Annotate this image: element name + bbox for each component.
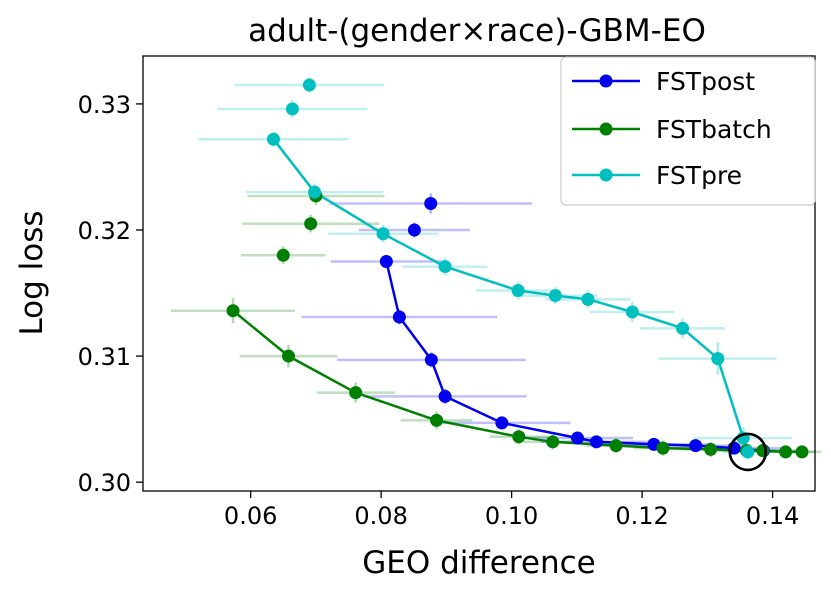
fstpre-point-6 xyxy=(581,292,595,306)
fstbatch-point-6 xyxy=(609,439,623,453)
legend-marker-fstpost xyxy=(599,74,613,88)
legend-label-fstbatch: FSTbatch xyxy=(656,115,772,144)
legend-label-fstpre: FSTpre xyxy=(656,161,742,190)
fstbatch-point-7 xyxy=(656,441,670,455)
fstpre-point-5 xyxy=(548,289,562,303)
x-axis-label: GEO difference xyxy=(362,545,595,581)
y-tick-label: 0.31 xyxy=(78,343,131,371)
fstbatch-point-2 xyxy=(349,386,363,400)
fstbatch-point-1 xyxy=(281,349,295,363)
fstpost-point-2 xyxy=(424,353,438,367)
fstpre-point-1 xyxy=(308,185,322,199)
y-axis-label: Log loss xyxy=(14,210,50,335)
fstpre-point-8 xyxy=(676,321,690,335)
legend-label-fstpost: FSTpost xyxy=(656,67,755,96)
fstpre-line xyxy=(272,138,749,453)
legend-box xyxy=(560,56,816,206)
fstpre-point-4 xyxy=(511,284,525,298)
fstpre-point-3 xyxy=(438,260,452,274)
fstpre-isolated-point-13 xyxy=(285,102,299,116)
fstpost-point-6 xyxy=(589,435,603,449)
y-tick-label: 0.33 xyxy=(78,91,131,119)
fstbatch-point-10 xyxy=(756,444,770,458)
fstpre-isolated-point-12 xyxy=(302,78,316,92)
fstbatch-isolated-point-15 xyxy=(276,248,290,262)
fstbatch-point-8 xyxy=(704,442,718,456)
fstpost-point-1 xyxy=(392,310,406,324)
fstpost-point-0 xyxy=(379,255,393,269)
fstpost-point-5 xyxy=(571,431,585,445)
fstbatch-point-3 xyxy=(430,413,444,427)
fstpost-point-3 xyxy=(438,389,452,403)
x-tick-label: 0.10 xyxy=(485,502,538,530)
fstpre-point-7 xyxy=(625,305,639,319)
fstpost-point-4 xyxy=(495,416,509,430)
axis-ticks: 0.06 0.08 0.10 0.12 0.14 0.30 0.31 0.32 0.33 xyxy=(78,91,800,530)
fstpre-point-9 xyxy=(711,352,725,366)
fstpost-isolated-point-11 xyxy=(424,197,438,211)
data-points xyxy=(226,78,809,472)
legend: FSTpost FSTbatch FSTpre xyxy=(560,56,816,206)
fstbatch-point-4 xyxy=(512,430,526,444)
legend-marker-fstpre xyxy=(599,168,613,182)
fstbatch-point-11 xyxy=(779,445,793,459)
fstbatch-point-5 xyxy=(546,435,560,449)
fstbatch-isolated-point-14 xyxy=(304,217,318,231)
fstpre-point-0 xyxy=(266,132,280,146)
legend-marker-fstbatch xyxy=(599,122,613,136)
fstpre-point-2 xyxy=(376,227,390,241)
fstpost-isolated-point-12 xyxy=(407,223,421,237)
y-tick-label: 0.32 xyxy=(78,217,131,245)
chart-title: adult-(gender×race)-GBM-EO xyxy=(248,13,706,49)
y-tick-label: 0.30 xyxy=(78,469,131,497)
x-tick-label: 0.06 xyxy=(224,502,277,530)
fstbatch-point-12 xyxy=(795,445,809,459)
fstpre-point-11 xyxy=(741,445,755,459)
x-tick-label: 0.12 xyxy=(615,502,668,530)
highlight-circle xyxy=(728,432,768,472)
fstpost-point-8 xyxy=(689,439,703,453)
fstbatch-point-0 xyxy=(226,304,240,318)
x-tick-label: 0.08 xyxy=(354,502,407,530)
plot-frame xyxy=(142,55,816,492)
x-tick-label: 0.14 xyxy=(746,502,799,530)
